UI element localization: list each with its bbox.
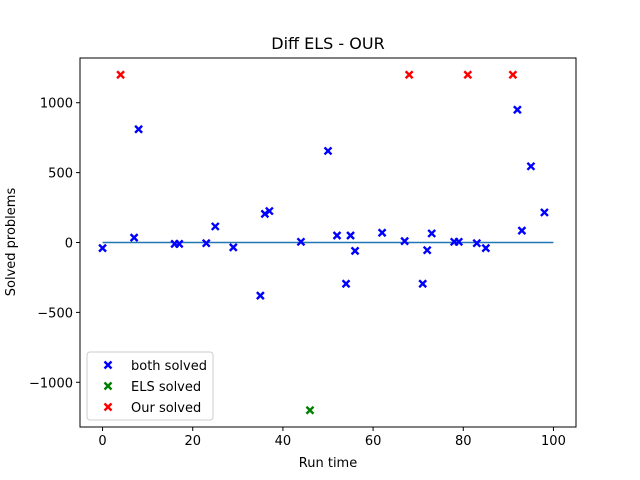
data-point-both-solved — [260, 209, 270, 219]
data-point-both-solved — [323, 146, 333, 156]
data-point-both-solved — [129, 233, 139, 242]
data-point-both-solved — [228, 243, 238, 252]
data-point-both-solved — [296, 237, 306, 247]
y-tick-label: −1000 — [29, 376, 73, 391]
data-point-both-solved — [377, 228, 387, 238]
legend-marker — [103, 402, 113, 412]
data-point-both-solved — [265, 206, 274, 216]
data-point-both-solved — [98, 243, 107, 253]
x-axis-label: Run time — [299, 456, 357, 471]
data-point-Our-solved — [508, 70, 518, 80]
data-point-both-solved — [513, 105, 522, 115]
data-point-both-solved — [427, 229, 437, 238]
data-point-both-solved — [134, 124, 143, 134]
legend: both solved ELS solved Our solved — [86, 351, 214, 421]
data-point-both-solved — [481, 243, 491, 253]
legend-marker — [103, 381, 113, 391]
y-tick-label: −500 — [37, 306, 73, 321]
y-tick-label: 500 — [48, 167, 73, 182]
y-axis-label: Solved problems — [4, 188, 19, 297]
legend-marker — [103, 360, 113, 370]
y-tick-label: 0 — [65, 237, 73, 252]
data-point-both-solved — [174, 239, 184, 249]
data-point-both-solved — [418, 279, 428, 289]
data-point-ELS-solved — [305, 405, 315, 415]
data-point-Our-solved — [463, 70, 473, 80]
chart-title: Diff ELS - OUR — [271, 34, 384, 53]
data-point-both-solved — [422, 245, 432, 255]
y-tick-label: 1000 — [40, 97, 73, 112]
legend-box — [86, 351, 214, 421]
x-tick-label: 80 — [455, 434, 472, 449]
data-point-both-solved — [346, 231, 355, 240]
x-tick-label: 0 — [98, 434, 106, 449]
data-point-both-solved — [526, 161, 536, 171]
legend-label: ELS solved — [131, 380, 201, 395]
legend-label: Our solved — [131, 401, 201, 416]
data-point-both-solved — [256, 291, 265, 300]
data-point-Our-solved — [404, 70, 414, 80]
plot-area: 0 20 40 60 80 100 −1000 −500 0 500 1000 — [29, 57, 577, 449]
data-point-both-solved — [201, 238, 211, 248]
x-tick-label: 60 — [365, 434, 382, 449]
data-point-both-solved — [454, 237, 464, 247]
x-tick-label: 100 — [541, 434, 566, 449]
data-point-both-solved — [210, 222, 220, 231]
data-point-both-solved — [400, 236, 410, 246]
data-point-Our-solved — [116, 70, 125, 80]
legend-label: both solved — [131, 359, 207, 374]
data-point-both-solved — [472, 238, 482, 248]
data-point-both-solved — [341, 279, 351, 289]
x-tick-label: 20 — [184, 434, 201, 449]
data-point-both-solved — [517, 226, 527, 235]
data-point-both-solved — [332, 231, 342, 240]
x-tick-label: 40 — [275, 434, 292, 449]
data-point-both-solved — [350, 246, 360, 256]
data-point-both-solved — [540, 208, 549, 217]
